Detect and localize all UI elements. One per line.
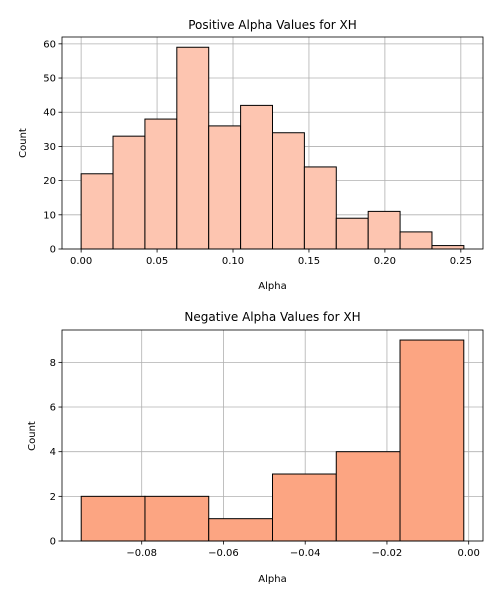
x-tick-label: 0.00 <box>70 256 92 267</box>
x-tick-label: −0.06 <box>208 548 239 559</box>
axis-ticks: −0.08 −0.06 −0.04 −0.02 0.00 0 2 4 6 8 <box>50 358 480 559</box>
histogram-bar <box>208 125 242 250</box>
plot-frame <box>61 329 484 542</box>
y-tick-label: 40 <box>43 108 56 119</box>
y-tick-label: 4 <box>50 447 56 458</box>
x-axis-label: Alpha <box>258 574 286 585</box>
plot-frame <box>61 36 484 250</box>
histogram-bar <box>399 339 465 542</box>
positive-alpha-chart: Positive Alpha Values for XH 0.00 0.05 0.1… <box>18 18 484 292</box>
histogram-bar <box>335 217 369 250</box>
histogram-bar <box>240 104 274 250</box>
x-tick-label: 0.00 <box>458 548 480 559</box>
histogram-bar <box>208 518 273 542</box>
y-tick-label: 0 <box>50 537 56 548</box>
negative-alpha-chart: Negative Alpha Values for XH −0.08 −0.06−… <box>27 310 484 585</box>
histogram-bar <box>367 210 401 250</box>
y-tick-label: 2 <box>50 492 56 503</box>
histogram-bar <box>80 173 114 250</box>
y-tick-label: 50 <box>43 74 56 85</box>
chart-title: Positive Alpha Values for XH <box>188 18 357 32</box>
x-tick-label: 0.25 <box>450 256 472 267</box>
histogram-bar <box>272 473 337 542</box>
y-tick-label: 8 <box>50 358 56 369</box>
histogram-bar <box>176 46 210 250</box>
histogram-bar <box>144 495 210 542</box>
histogram-bar <box>144 118 178 250</box>
y-tick-label: 0 <box>50 245 56 256</box>
chart-title: Negative Alpha Values for XH <box>184 310 360 324</box>
y-tick-label: 30 <box>43 142 56 153</box>
y-tick-label: 60 <box>43 39 56 50</box>
x-tick-label: −0.02 <box>372 548 403 559</box>
x-tick-label: 0.20 <box>374 256 396 267</box>
y-axis-label: Count <box>27 421 38 451</box>
histogram-bar <box>112 135 146 250</box>
y-tick-label: 20 <box>43 176 56 187</box>
x-tick-label: 0.10 <box>222 256 244 267</box>
y-axis-label: Count <box>18 128 29 158</box>
x-tick-label: 0.05 <box>146 256 168 267</box>
histogram-bar <box>272 132 305 250</box>
y-tick-label: 6 <box>50 403 56 414</box>
x-axis-label: Alpha <box>258 281 286 292</box>
histogram-bars <box>80 46 465 250</box>
x-tick-label: −0.08 <box>126 548 157 559</box>
x-tick-label: 0.15 <box>298 256 320 267</box>
x-tick-label: −0.04 <box>290 548 321 559</box>
histogram-bar <box>399 231 433 250</box>
y-tick-label: 10 <box>43 210 56 221</box>
histogram-bar <box>431 245 465 250</box>
histogram-bar <box>80 495 146 542</box>
histogram-bar <box>335 451 401 542</box>
axis-ticks: 0.00 0.05 0.10 0.15 0.20 0.25 0 10 20 30 40 50 60 <box>43 39 472 267</box>
histogram-bars <box>80 339 465 542</box>
histogram-bar <box>303 166 337 250</box>
